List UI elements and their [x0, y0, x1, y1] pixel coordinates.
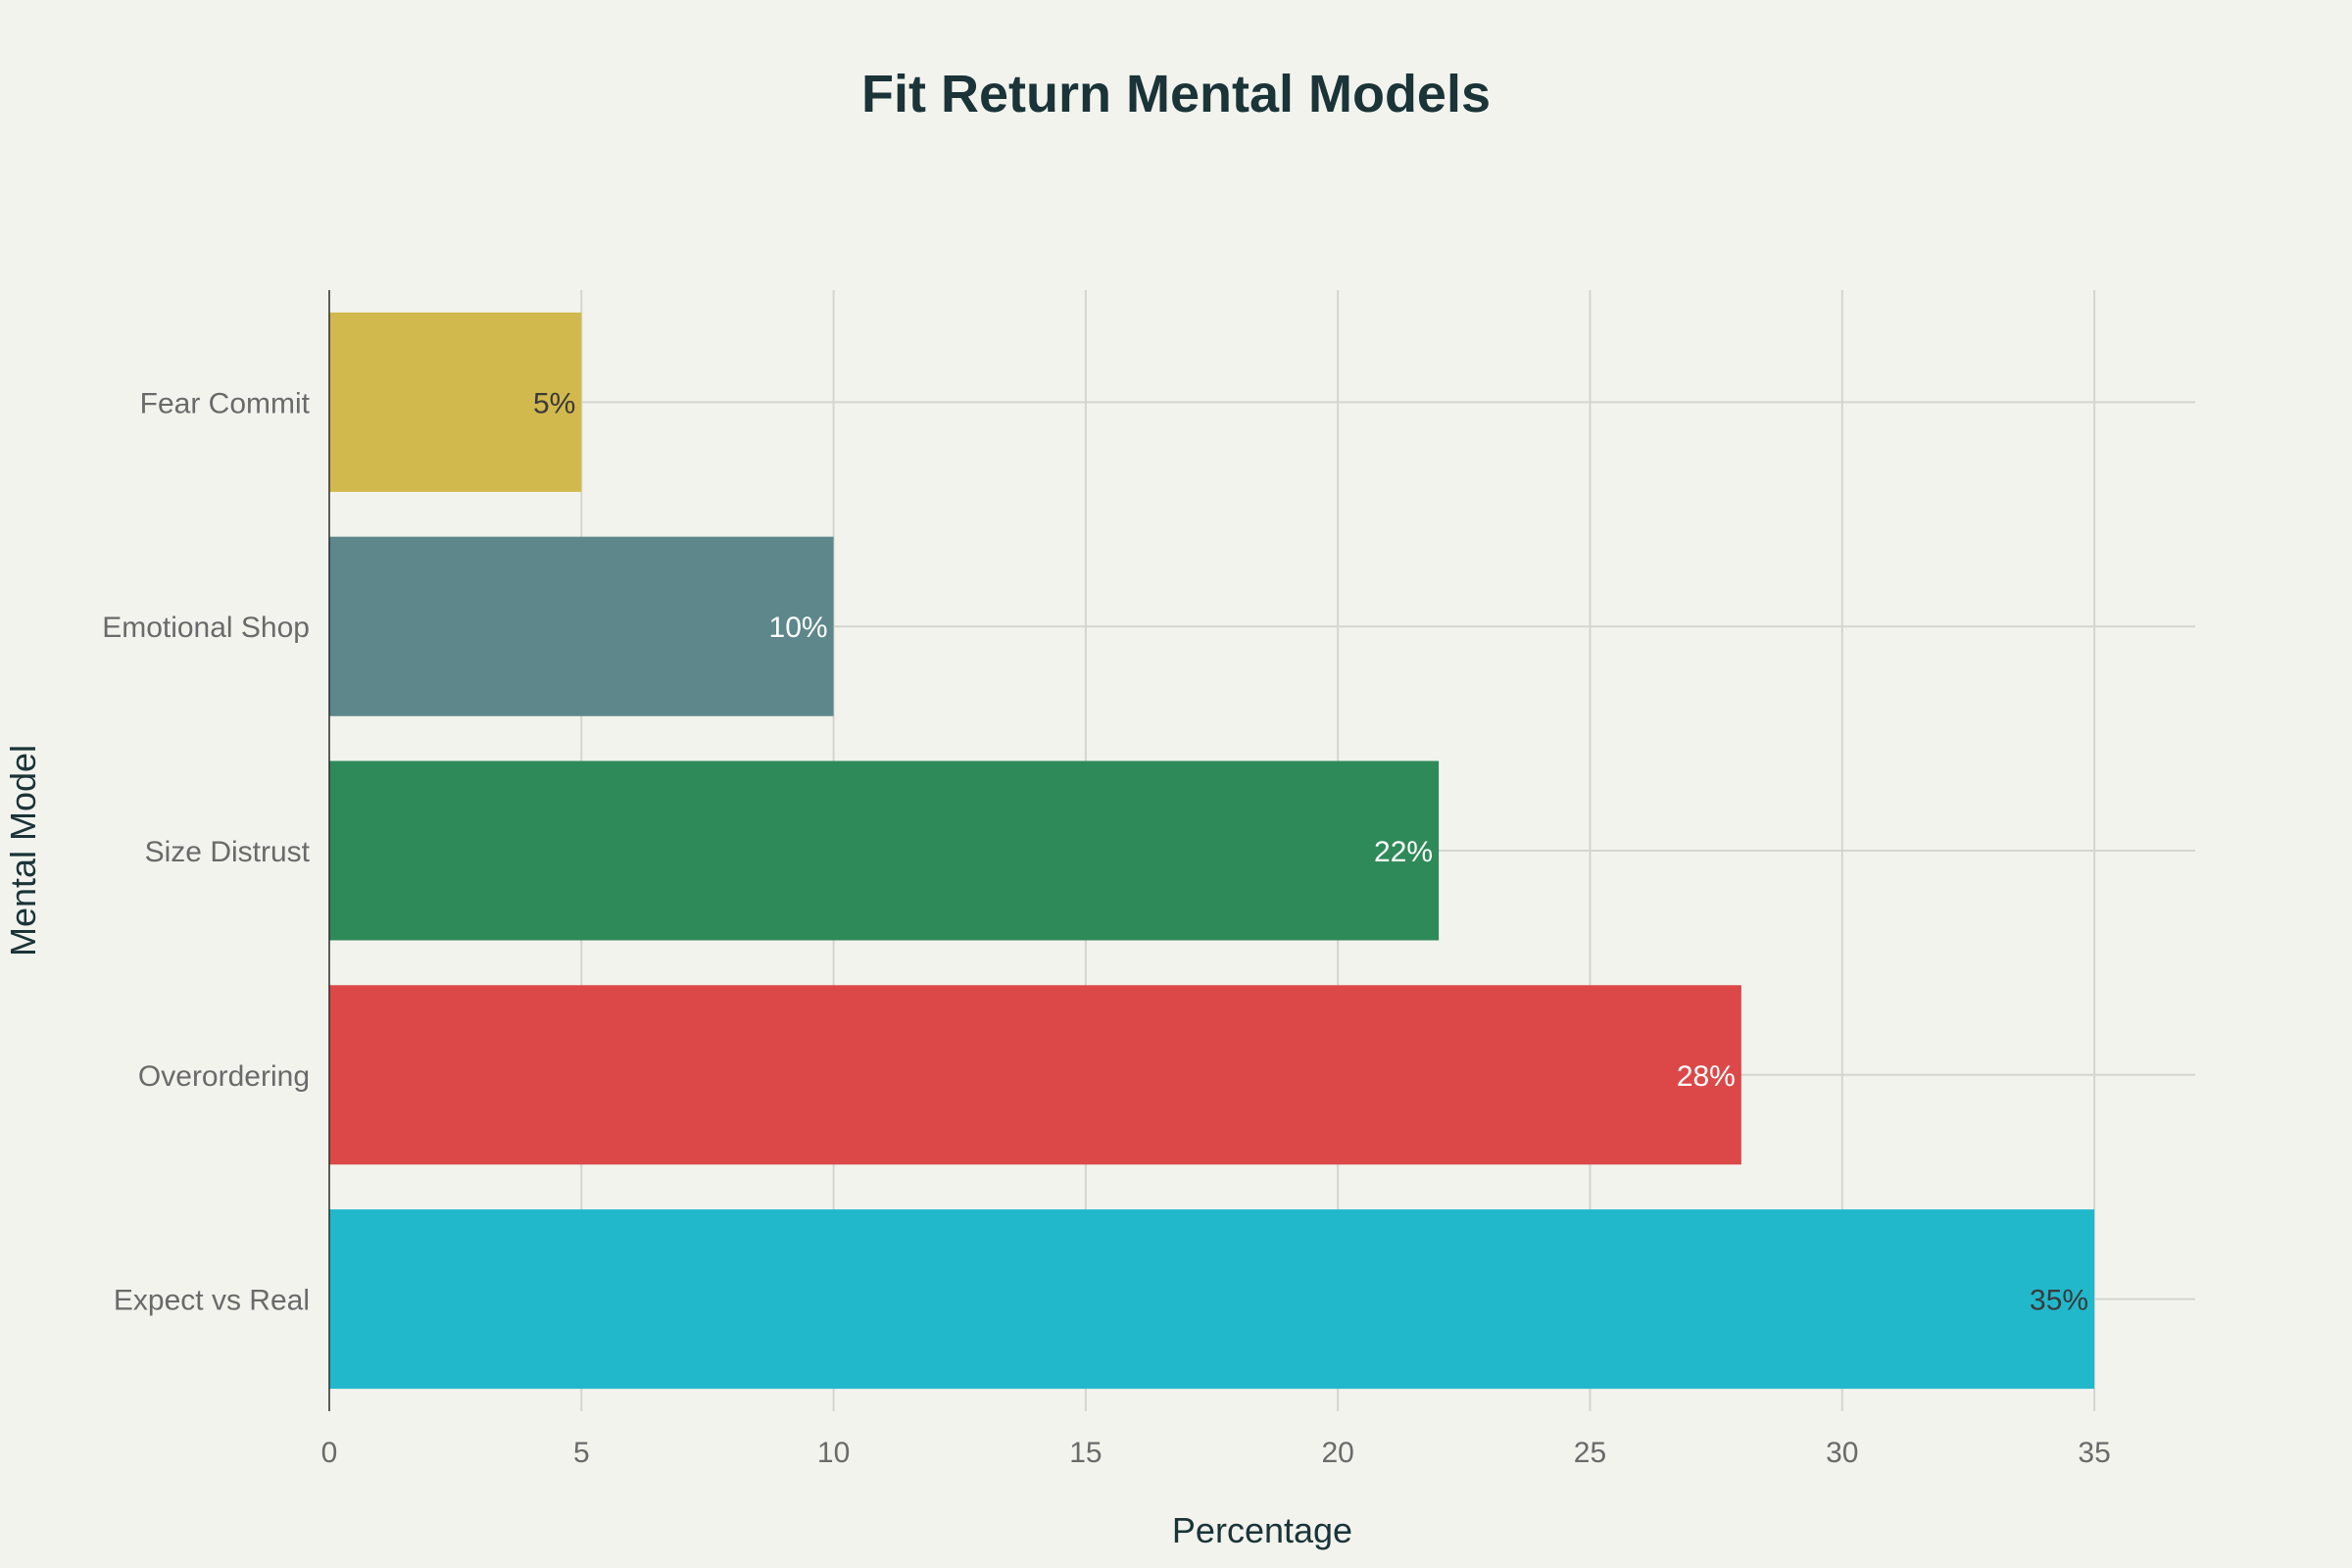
- y-tick-label: Expect vs Real: [114, 1285, 310, 1317]
- x-tick-label: 0: [321, 1437, 338, 1469]
- x-tick-label: 35: [2078, 1437, 2110, 1469]
- data-label: 28%: [1677, 1060, 1736, 1093]
- bar: [329, 536, 834, 716]
- x-tick-label: 5: [573, 1437, 590, 1469]
- bar: [329, 312, 582, 492]
- y-tick-labels: Expect vs Real Overordering Size Distrust E…: [102, 387, 310, 1316]
- x-axis-title: Percentage: [1172, 1510, 1352, 1550]
- data-label: 5%: [533, 387, 575, 419]
- bar: [329, 760, 1440, 941]
- bar: [329, 1209, 2095, 1390]
- y-axis-title: Mental Model: [3, 745, 43, 956]
- x-tick-label: 15: [1069, 1437, 1102, 1469]
- bars: [329, 312, 2095, 1390]
- chart-title: Fit Return Mental Models: [861, 65, 1491, 123]
- y-tick-label: Size Distrust: [145, 836, 311, 868]
- x-tick-label: 25: [1574, 1437, 1606, 1469]
- x-tick-label: 10: [817, 1437, 850, 1469]
- x-tick-label: 20: [1322, 1437, 1354, 1469]
- bar: [329, 985, 1741, 1165]
- y-tick-label: Emotional Shop: [102, 612, 310, 644]
- data-label: 35%: [2030, 1285, 2088, 1317]
- y-tick-label: Overordering: [138, 1060, 310, 1093]
- x-tick-label: 30: [1826, 1437, 1858, 1469]
- data-label: 10%: [769, 612, 828, 644]
- data-labels: 35% 28% 22% 10% 5%: [533, 387, 2088, 1316]
- x-tick-labels: 0 5 10 15 20 25 30 35: [321, 1437, 2111, 1469]
- y-tick-label: Fear Commit: [140, 387, 311, 419]
- data-label: 22%: [1374, 836, 1433, 868]
